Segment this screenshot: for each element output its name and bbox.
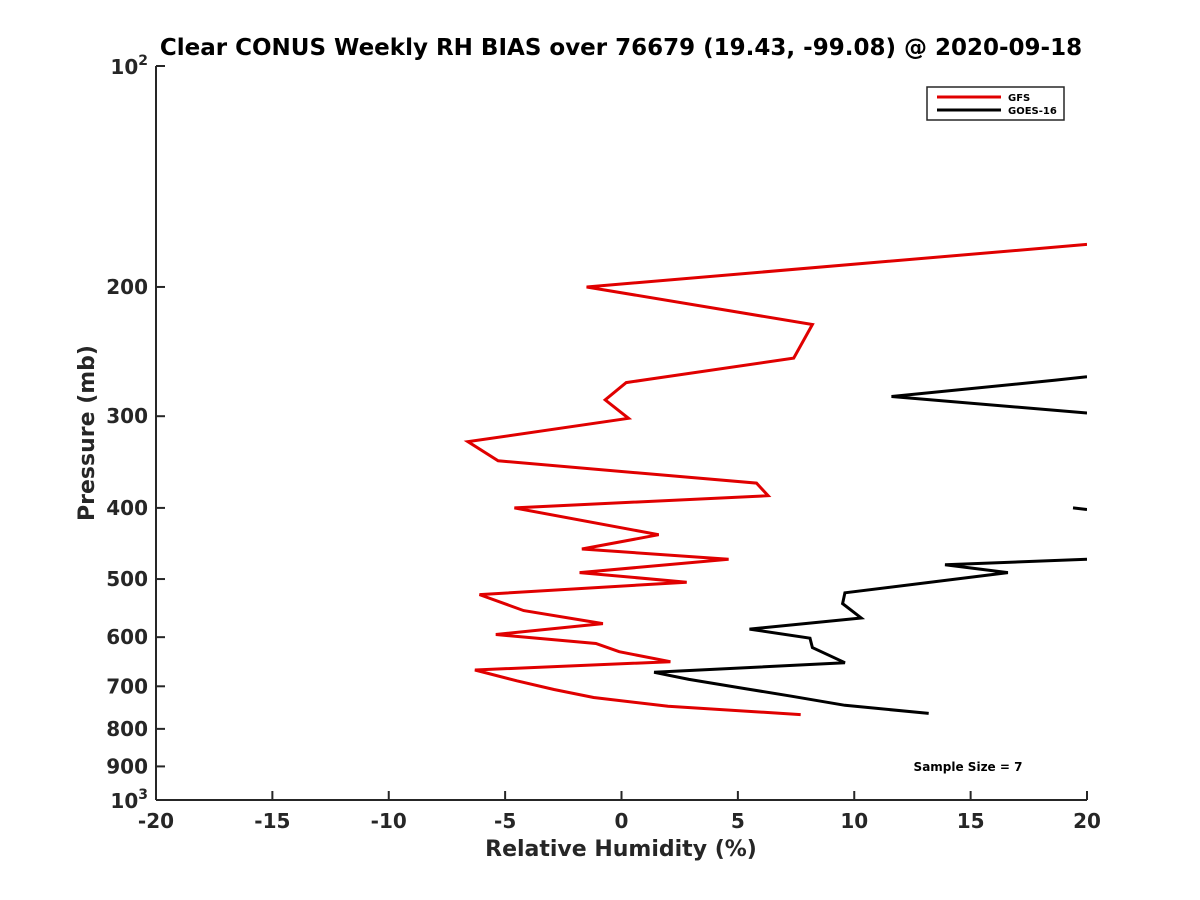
x-tick-label: 15	[957, 809, 985, 833]
x-axis-ticks: -20 -15 -10 -5 0 5 10 15 20	[138, 791, 1101, 833]
series-layer	[463, 242, 1087, 717]
legend: GFS GOES-16	[926, 86, 1065, 121]
x-tick-label: -20	[138, 809, 174, 833]
legend-box	[926, 86, 1065, 121]
y-tick-label: 500	[106, 567, 148, 591]
x-tick-label: 0	[615, 809, 629, 833]
y-tick-label: 800	[106, 717, 148, 741]
x-tick-label: 10	[840, 809, 868, 833]
y-tick-label: 600	[106, 625, 148, 649]
y-axis-label: Pressure (mb)	[75, 345, 100, 521]
x-tick-label: -15	[254, 809, 290, 833]
plot-area: -20 -15 -10 -5 0 5 10 15 20 200 300 400 500 600 700 80…	[106, 53, 1101, 833]
y-tick-label-power: 103	[110, 787, 148, 813]
sample-size-annotation: Sample Size = 7	[914, 760, 1023, 774]
x-tick-label: 5	[731, 809, 745, 833]
y-tick-label: 700	[106, 674, 148, 698]
series-line-goes16-1	[891, 375, 1087, 415]
legend-label-goes16: GOES-16	[1008, 106, 1057, 117]
chart-title: Clear CONUS Weekly RH BIAS over 76679 (1…	[160, 35, 1082, 61]
series-line-goes16-3	[653, 557, 1087, 715]
y-axis-ticks: 200 300 400 500 600 700 800 900 102 103	[106, 53, 165, 813]
legend-label-gfs: GFS	[1008, 93, 1030, 104]
y-tick-label: 300	[106, 404, 148, 428]
y-tick-label: 200	[106, 275, 148, 299]
x-axis-label: Relative Humidity (%)	[485, 837, 757, 862]
x-tick-label: -10	[371, 809, 407, 833]
y-tick-label: 400	[106, 496, 148, 520]
y-tick-label-power: 102	[110, 53, 148, 79]
series-line-gfs	[463, 242, 1087, 717]
x-tick-label: -5	[494, 809, 516, 833]
series-line-goes16-2	[1072, 506, 1087, 511]
y-tick-label: 900	[106, 754, 148, 778]
x-tick-label: 20	[1073, 809, 1101, 833]
